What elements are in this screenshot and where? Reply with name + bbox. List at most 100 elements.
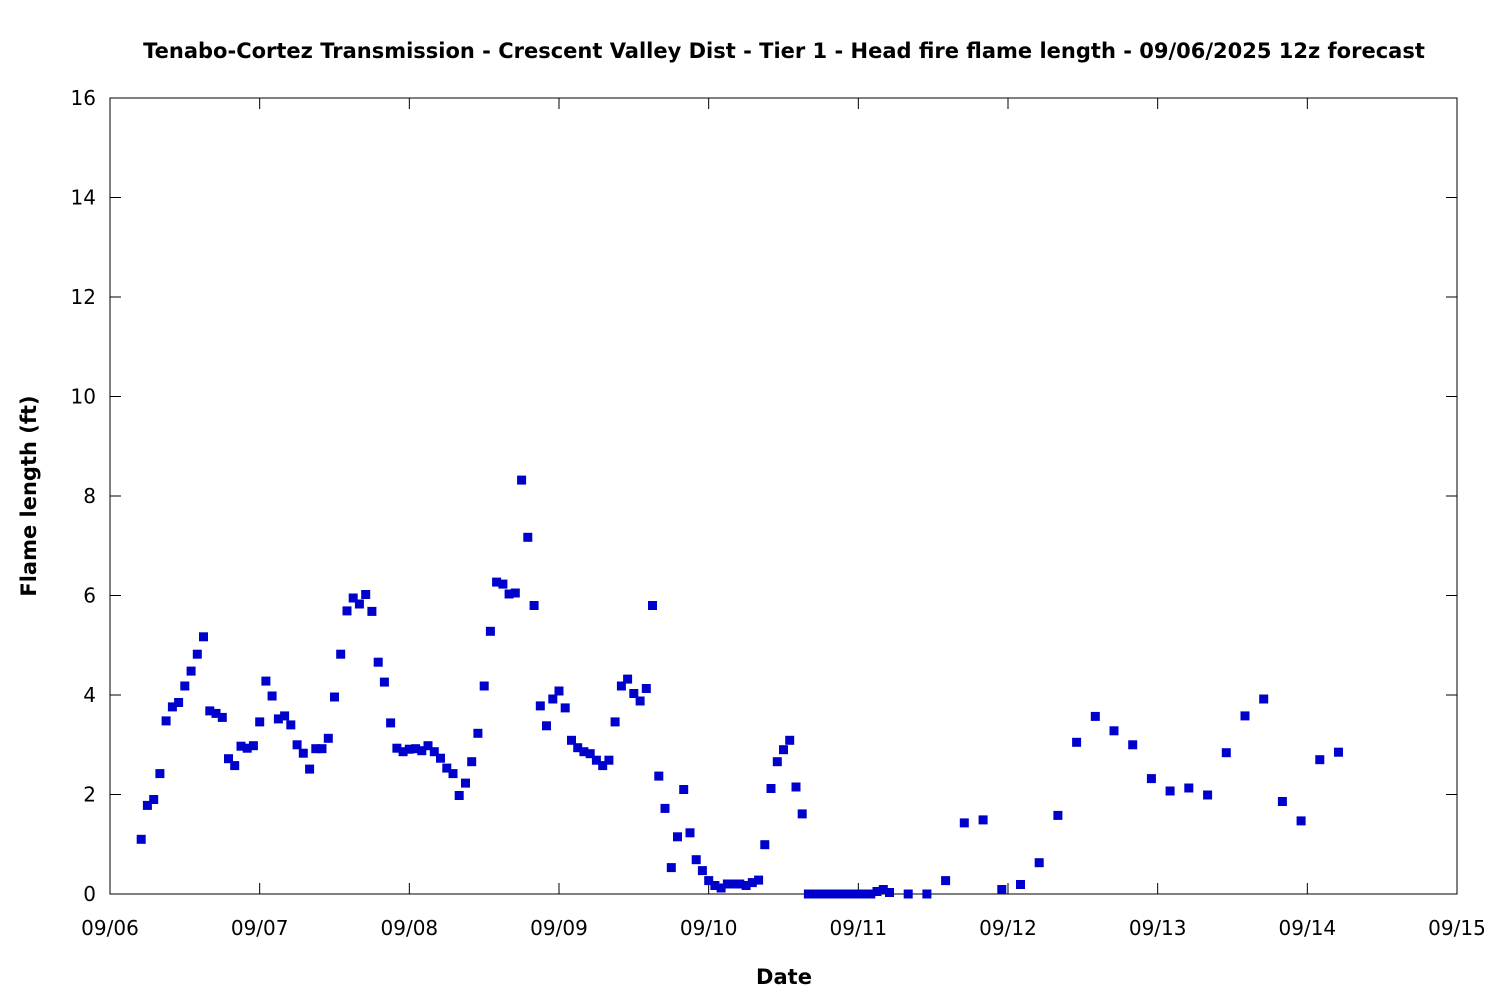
data-point <box>217 712 227 722</box>
x-tick-label: 09/06 <box>81 916 139 940</box>
data-point <box>704 876 714 886</box>
data-point <box>941 876 951 886</box>
data-point <box>810 889 820 899</box>
data-point <box>479 681 489 691</box>
data-point <box>828 889 838 899</box>
data-point <box>1221 748 1231 758</box>
data-point <box>292 740 302 750</box>
data-point <box>691 855 701 865</box>
data-point <box>392 743 402 753</box>
data-point <box>248 741 258 751</box>
data-point <box>623 674 633 684</box>
data-point <box>330 692 339 702</box>
data-point <box>1034 858 1044 868</box>
data-point <box>1146 774 1156 784</box>
data-point <box>560 703 570 713</box>
data-point <box>978 815 988 825</box>
data-point <box>573 743 583 753</box>
x-tick-label: 09/15 <box>1428 916 1486 940</box>
data-points <box>136 475 1343 899</box>
data-point <box>167 702 177 712</box>
data-point <box>186 666 196 676</box>
data-point <box>267 691 277 701</box>
data-point <box>1315 755 1325 765</box>
data-point <box>436 753 445 763</box>
data-point <box>816 889 826 899</box>
y-tick-label: 10 <box>71 385 96 409</box>
data-point <box>473 728 483 738</box>
data-point <box>1240 711 1250 721</box>
data-point <box>579 747 589 757</box>
data-point <box>211 708 221 718</box>
y-tick-label: 14 <box>71 186 96 210</box>
data-point <box>878 885 888 894</box>
x-tick-label: 09/13 <box>1129 916 1187 940</box>
data-point <box>467 757 477 767</box>
data-point <box>760 840 770 850</box>
data-point <box>754 875 764 885</box>
data-point <box>641 684 651 693</box>
data-point <box>523 532 533 542</box>
data-point <box>648 601 657 610</box>
x-axis-label: Date <box>756 965 812 989</box>
data-point <box>136 834 146 844</box>
y-axis-label: Flame length (ft) <box>17 395 41 596</box>
data-point <box>1203 790 1213 800</box>
y-tick-labels: 0 2 4 6 8 10 12 14 16 <box>71 86 96 906</box>
data-point <box>847 889 857 899</box>
data-point <box>429 747 439 757</box>
data-point <box>174 698 184 707</box>
data-point <box>1090 711 1100 721</box>
data-point <box>772 757 782 767</box>
data-point <box>517 475 527 485</box>
data-point <box>610 717 620 727</box>
data-point <box>1259 694 1269 704</box>
data-point <box>997 885 1007 894</box>
data-point <box>1334 747 1343 757</box>
data-point <box>922 889 932 899</box>
data-point <box>417 746 427 756</box>
data-point <box>1072 737 1082 747</box>
data-point <box>1016 880 1025 889</box>
data-point <box>959 818 969 828</box>
data-point <box>598 761 608 771</box>
data-point <box>367 606 377 616</box>
data-point <box>866 889 876 899</box>
data-point <box>510 588 520 598</box>
data-point <box>142 800 152 810</box>
data-point <box>485 626 495 636</box>
data-point <box>853 889 863 899</box>
data-point <box>180 681 190 691</box>
x-tick-label: 09/10 <box>680 916 738 940</box>
data-point <box>255 717 265 727</box>
data-point <box>336 649 346 659</box>
data-point <box>286 720 296 730</box>
data-point <box>504 589 514 599</box>
x-tick-label: 09/12 <box>979 916 1037 940</box>
data-point <box>722 879 732 889</box>
data-point <box>548 694 558 704</box>
data-point <box>199 632 208 642</box>
data-point <box>230 761 240 771</box>
data-point <box>567 735 576 745</box>
data-point <box>673 832 682 842</box>
data-point <box>741 881 751 890</box>
data-point <box>205 706 215 716</box>
axis-ticks <box>109 97 1458 895</box>
data-point <box>710 881 720 890</box>
chart-title: Tenabo-Cortez Transmission - Crescent Va… <box>143 39 1425 63</box>
y-tick-label: 16 <box>71 86 96 110</box>
y-tick-label: 8 <box>83 484 96 508</box>
data-point <box>747 878 757 888</box>
data-point <box>635 696 645 706</box>
x-tick-label: 09/11 <box>830 916 888 940</box>
data-point <box>779 745 788 755</box>
data-point <box>660 803 670 813</box>
data-point <box>342 606 352 616</box>
data-point <box>1184 783 1194 793</box>
data-point <box>697 866 707 876</box>
data-point <box>242 743 252 753</box>
data-point <box>498 579 508 589</box>
data-point <box>885 888 894 897</box>
data-point <box>311 744 321 754</box>
